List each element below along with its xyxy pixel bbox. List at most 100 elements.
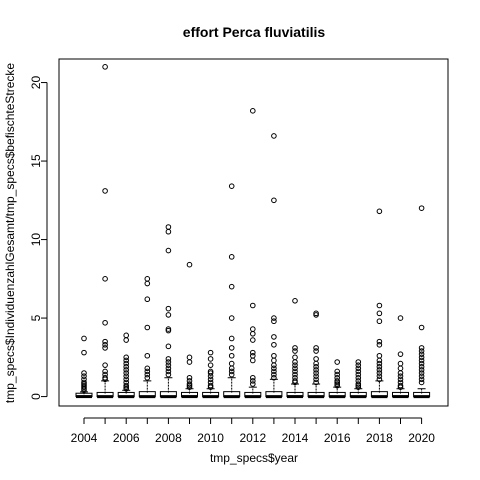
outlier-point [334, 368, 341, 375]
outlier-point [292, 359, 298, 365]
box-group [349, 359, 367, 399]
outlier-point [102, 188, 108, 194]
outlier-point [186, 384, 193, 390]
outlier-point [123, 367, 129, 373]
outlier-point [334, 371, 341, 378]
outlier-point [313, 363, 319, 370]
outlier-point [250, 357, 256, 364]
x-tick-label: 2008 [155, 431, 182, 445]
outlier-point [418, 345, 425, 351]
chart-title: effort Perca fluviatilis [183, 24, 326, 40]
outlier-point [165, 327, 172, 334]
box-group [244, 108, 262, 399]
outlier-point [186, 261, 193, 268]
outlier-point [292, 348, 298, 354]
outlier-point [418, 379, 425, 386]
outlier-point [397, 315, 404, 321]
outlier-point [250, 330, 256, 337]
outlier-point [207, 356, 214, 362]
y-axis-label: tmp_specs$IndividuenzahlGesamt/tmp_specs… [3, 63, 17, 404]
outlier-point [102, 341, 108, 348]
outlier-point [228, 368, 235, 375]
outlier-point [355, 368, 362, 375]
y-tick-label: 5 [29, 314, 43, 321]
outlier-point [271, 371, 277, 378]
outlier-point [165, 312, 172, 318]
outlier-point [123, 360, 129, 367]
outlier-point [102, 64, 108, 70]
outlier-point [81, 349, 87, 356]
outlier-point [292, 371, 298, 378]
outlier-point [207, 376, 214, 383]
outlier-point [418, 205, 425, 211]
outlier-point [207, 349, 214, 356]
outlier-point [250, 337, 256, 343]
outlier-point [123, 363, 129, 370]
outlier-point [292, 298, 298, 304]
outlier-point [355, 359, 362, 365]
box-group [413, 205, 431, 399]
outlier-point [376, 370, 383, 376]
outlier-point [271, 334, 277, 340]
outlier-point [144, 352, 151, 359]
x-tick-label: 2016 [324, 431, 351, 445]
outlier-point [313, 373, 319, 379]
outlier-point [123, 373, 129, 379]
outlier-point [334, 382, 341, 389]
y-tick-label: 15 [29, 154, 43, 168]
outlier-point [102, 319, 108, 326]
outlier-point [355, 374, 362, 381]
outlier-point [313, 370, 319, 376]
outlier-point [123, 354, 129, 361]
outlier-point [207, 384, 214, 390]
x-tick-label: 2020 [408, 431, 435, 445]
outlier-point [397, 384, 404, 390]
outlier-point [418, 370, 425, 376]
outlier-point [418, 376, 425, 383]
outlier-point [144, 296, 151, 303]
y-axis: 0 5 10 15 20 [29, 76, 48, 400]
outlier-point [81, 335, 87, 342]
outlier-point [165, 247, 172, 254]
outlier-point [228, 283, 235, 290]
outlier-point [165, 362, 172, 368]
outlier-point [81, 370, 87, 376]
outlier-point [418, 367, 425, 373]
outlier-point [228, 335, 235, 342]
outlier-point [313, 312, 319, 318]
outlier-point [250, 349, 256, 356]
outlier-point [418, 354, 425, 361]
box-group [75, 335, 93, 399]
outlier-point [250, 374, 256, 381]
outlier-point [355, 384, 362, 390]
outlier-point [228, 254, 235, 260]
outlier-point [376, 360, 383, 367]
outlier-point [292, 362, 298, 368]
outlier-point [355, 371, 362, 378]
outlier-point [186, 359, 193, 365]
outlier-point [271, 133, 277, 139]
outlier-point [81, 387, 87, 394]
outlier-point [271, 374, 277, 381]
outlier-point [228, 371, 235, 378]
box-group [307, 310, 325, 399]
outlier-point [165, 365, 172, 372]
outlier-point [313, 360, 319, 367]
outlier-point [228, 315, 235, 321]
outlier-point [418, 348, 425, 354]
outlier-point [334, 359, 341, 365]
outlier-point [397, 351, 404, 357]
outlier-point [144, 368, 151, 375]
outlier-point [207, 373, 214, 379]
x-axis-label: tmp_specs$year [210, 451, 298, 465]
box-group [265, 133, 283, 399]
outlier-point [313, 376, 319, 383]
outlier-point [81, 373, 87, 379]
outlier-point [418, 357, 425, 364]
outlier-point [313, 367, 319, 373]
box-group [117, 332, 135, 399]
outlier-point [165, 368, 172, 375]
outlier-point [102, 376, 108, 383]
outlier-point [271, 368, 277, 375]
